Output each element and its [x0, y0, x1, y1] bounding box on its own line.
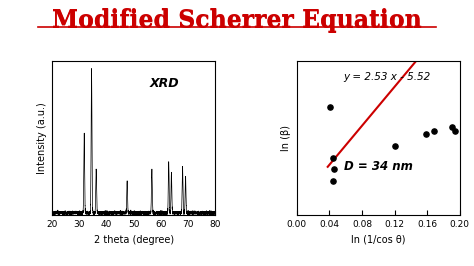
- Text: Modified Scherrer Equation: Modified Scherrer Equation: [52, 8, 422, 32]
- Point: [391, 144, 398, 148]
- Text: y = 2.53 x - 5.52: y = 2.53 x - 5.52: [343, 72, 430, 82]
- Point: [329, 155, 337, 160]
- Point: [330, 167, 338, 171]
- Point: [448, 125, 456, 129]
- Point: [430, 128, 438, 133]
- X-axis label: ln (1/cos θ): ln (1/cos θ): [351, 235, 405, 245]
- Point: [329, 179, 337, 183]
- Point: [422, 132, 429, 137]
- Y-axis label: ln (β): ln (β): [281, 125, 291, 151]
- Y-axis label: Intensity (a.u.): Intensity (a.u.): [36, 102, 46, 174]
- Text: Modified Scherrer Equation: Modified Scherrer Equation: [52, 9, 422, 33]
- Text: D = 34 nm: D = 34 nm: [344, 160, 413, 173]
- Point: [327, 105, 334, 110]
- Point: [451, 128, 459, 133]
- X-axis label: 2 theta (degree): 2 theta (degree): [93, 235, 174, 245]
- Text: XRD: XRD: [150, 77, 180, 90]
